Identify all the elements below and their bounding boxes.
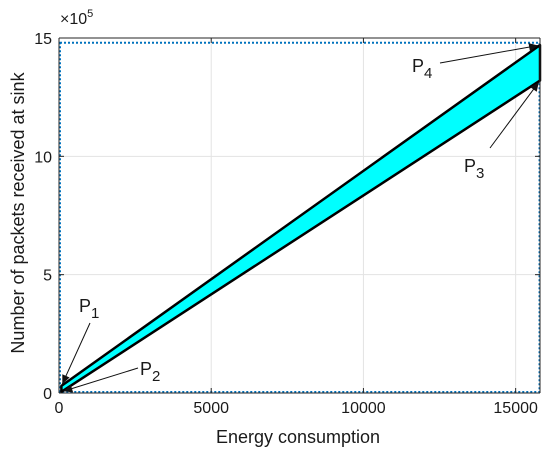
annotation-label: P4 [412,56,432,82]
annotation-label-subscript: 4 [424,65,432,82]
annotation-arrow-line [61,322,91,385]
annotation-label-subscript: 3 [476,165,484,182]
y-axis-multiplier-exponent: 5 [87,8,93,20]
annotation-arrowhead [530,82,539,92]
annotation-arrowhead [62,374,70,385]
annotation-arrowhead [528,43,538,51]
x-axis-title: Energy consumption [216,427,380,447]
y-tick-label: 5 [43,268,52,285]
dotted-bounding-box [59,41,541,393]
annotation-arrowhead [63,384,74,393]
annotation-arrow-line [63,367,139,392]
axes-layer [58,37,541,394]
y-axis-multiplier: ×105 [60,8,93,28]
x-tick-label: 10000 [341,400,386,417]
x-tick-label: 0 [55,400,64,417]
y-tick-label: 15 [34,31,52,48]
annotation-label: P3 [464,156,484,182]
y-axis-multiplier-base: ×10 [60,11,87,28]
annotation-label-main: P [412,56,424,76]
annotation-arrow-line [439,44,539,64]
annotation-label-main: P [464,156,476,176]
annotation-arrow-line [489,81,540,149]
annotation-label-subscript: 2 [152,368,160,385]
annotation-label-main: P [79,296,91,316]
annotation-label: P1 [79,296,99,322]
annotation-label-main: P [140,359,152,379]
annotation-label-subscript: 1 [91,305,99,322]
x-tick-label: 5000 [193,400,229,417]
y-axis-title: Number of packets received at sink [8,71,28,353]
x-tick-label: 15000 [493,400,538,417]
y-tick-label: 10 [34,149,52,166]
y-tick-label: 0 [43,386,52,403]
annotation-label: P2 [140,359,160,385]
